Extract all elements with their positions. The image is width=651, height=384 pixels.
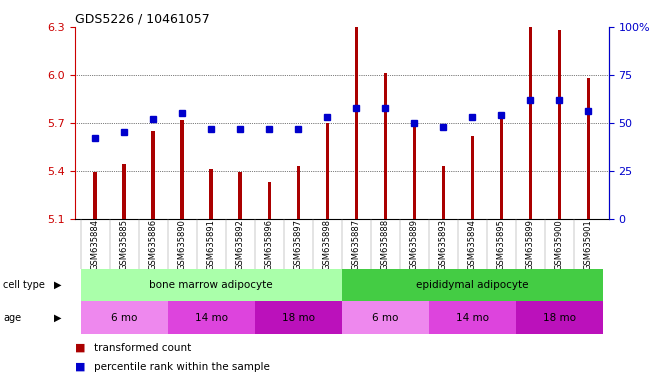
Text: 14 mo: 14 mo [456, 313, 489, 323]
Text: GSM635897: GSM635897 [294, 219, 303, 270]
Bar [210, 169, 213, 219]
Text: age: age [3, 313, 21, 323]
Bar [296, 166, 300, 219]
Bar [152, 131, 155, 219]
Text: GSM635891: GSM635891 [207, 219, 215, 270]
Text: GSM635888: GSM635888 [381, 219, 390, 270]
Text: 18 mo: 18 mo [282, 313, 314, 323]
Text: GSM635884: GSM635884 [90, 219, 100, 270]
Bar [499, 113, 503, 219]
Bar [558, 30, 561, 219]
Bar [81, 301, 168, 334]
Text: ▶: ▶ [54, 313, 62, 323]
Text: percentile rank within the sample: percentile rank within the sample [94, 362, 270, 372]
Text: GSM635892: GSM635892 [236, 219, 245, 270]
Text: GDS5226 / 10461057: GDS5226 / 10461057 [75, 13, 210, 26]
Bar [429, 301, 516, 334]
Text: GSM635896: GSM635896 [265, 219, 273, 270]
Text: transformed count: transformed count [94, 343, 191, 353]
Text: GSM635898: GSM635898 [323, 219, 332, 270]
Text: GSM635895: GSM635895 [497, 219, 506, 270]
Text: 14 mo: 14 mo [195, 313, 228, 323]
Bar [122, 164, 126, 219]
Text: 6 mo: 6 mo [111, 313, 137, 323]
Text: GSM635889: GSM635889 [410, 219, 419, 270]
Bar [587, 78, 590, 219]
Bar [441, 166, 445, 219]
Bar [268, 182, 271, 219]
Bar [342, 301, 429, 334]
Text: GSM635887: GSM635887 [352, 219, 361, 270]
Text: bone marrow adipocyte: bone marrow adipocyte [150, 280, 273, 290]
Text: epididymal adipocyte: epididymal adipocyte [416, 280, 529, 290]
Bar [342, 269, 603, 301]
Text: GSM635901: GSM635901 [584, 219, 593, 270]
Bar [326, 123, 329, 219]
Bar [355, 27, 358, 219]
Text: GSM635894: GSM635894 [468, 219, 477, 270]
Bar [81, 269, 342, 301]
Text: 6 mo: 6 mo [372, 313, 398, 323]
Text: GSM635900: GSM635900 [555, 219, 564, 270]
Text: GSM635890: GSM635890 [178, 219, 187, 270]
Text: ■: ■ [75, 343, 85, 353]
Bar [383, 73, 387, 219]
Bar [471, 136, 474, 219]
Text: GSM635885: GSM635885 [120, 219, 129, 270]
Bar [413, 120, 416, 219]
Text: GSM635893: GSM635893 [439, 219, 448, 270]
Bar [180, 120, 184, 219]
Text: cell type: cell type [3, 280, 45, 290]
Bar [255, 301, 342, 334]
Text: 18 mo: 18 mo [543, 313, 576, 323]
Text: ■: ■ [75, 362, 85, 372]
Text: ▶: ▶ [54, 280, 62, 290]
Bar [168, 301, 255, 334]
Bar [529, 27, 532, 219]
Bar [238, 172, 242, 219]
Text: GSM635886: GSM635886 [148, 219, 158, 270]
Text: GSM635899: GSM635899 [526, 219, 535, 270]
Bar [94, 172, 97, 219]
Bar [516, 301, 603, 334]
